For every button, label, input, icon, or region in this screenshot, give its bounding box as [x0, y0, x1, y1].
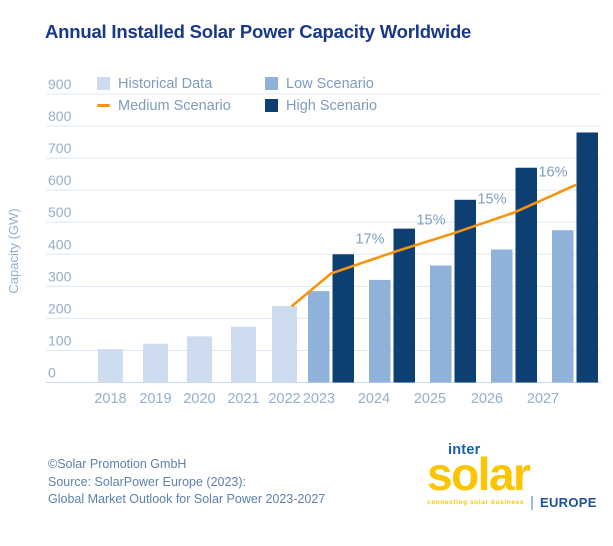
y-tick-label: 600 — [48, 172, 72, 188]
logo-bottom-row: connecting solar business EUROPE — [427, 495, 609, 510]
y-tick-label: 100 — [48, 332, 72, 348]
legend-item-medium: Medium Scenario — [97, 96, 265, 115]
bar-historical-2021 — [231, 326, 256, 383]
logo-solar-wordmark: solar — [427, 448, 531, 500]
x-tick-label-2027: 2027 — [527, 391, 559, 407]
bar-high-2024 — [393, 228, 415, 383]
legend-label: Low Scenario — [286, 75, 374, 92]
y-tick-label: 300 — [48, 268, 72, 284]
x-tick-label-2023: 2023 — [303, 391, 335, 407]
x-tick-label-2019: 2019 — [139, 391, 171, 407]
y-tick-label: 200 — [48, 300, 72, 316]
legend-item-low: Low Scenario — [265, 74, 377, 93]
legend-line-swatch — [97, 104, 110, 107]
x-tick-label-2026: 2026 — [471, 391, 503, 407]
source-line-1: Source: SolarPower Europe (2023): — [48, 474, 247, 489]
bar-low-2023 — [308, 291, 330, 383]
copyright-line: ©Solar Promotion GmbH — [48, 457, 187, 471]
growth-label-2027: 16% — [538, 164, 567, 180]
y-tick-label: 0 — [48, 365, 56, 381]
growth-label-2025: 15% — [416, 212, 445, 228]
bar-historical-2019 — [143, 343, 168, 383]
legend-square-swatch — [97, 77, 110, 90]
y-tick-label: 500 — [48, 204, 72, 220]
logo-inter-wordmark: inter — [448, 442, 481, 458]
x-tick-label-2020: 2020 — [183, 391, 215, 407]
x-tick-label-2022: 2022 — [268, 391, 300, 407]
legend-label: Historical Data — [118, 75, 213, 92]
y-axis-title: Capacity (GW) — [6, 208, 21, 294]
bar-high-2025 — [454, 199, 476, 383]
legend-square-swatch — [265, 77, 278, 90]
chart-canvas: 0 100 200 300 400 500 600 700 800 900 17% 15% 15% 16%… — [46, 76, 601, 407]
source-note: ©Solar Promotion GmbH Source: SolarPower… — [48, 456, 325, 509]
bar-historical-2020 — [187, 336, 212, 383]
x-tick-label-2024: 2024 — [358, 391, 390, 407]
y-tick-label: 800 — [48, 108, 72, 124]
legend-item-high: High Scenario — [265, 96, 377, 115]
x-tick-label-2025: 2025 — [414, 391, 446, 407]
bar-low-2026 — [491, 249, 513, 383]
bar-high-2026 — [515, 167, 537, 383]
logo-region-label: EUROPE — [540, 495, 597, 510]
medium-scenario-line — [291, 184, 577, 307]
logo-tagline: connecting solar business — [427, 499, 524, 506]
legend-label: Medium Scenario — [118, 97, 231, 114]
chart-title: Annual Installed Solar Power Capacity Wo… — [45, 21, 472, 42]
x-tick-label-2018: 2018 — [94, 391, 126, 407]
bar-low-2025 — [430, 265, 452, 383]
bar-high-2027 — [576, 132, 598, 383]
y-tick-label: 400 — [48, 236, 72, 252]
bar-low-2024 — [369, 279, 391, 383]
bar-low-2027 — [552, 230, 574, 383]
legend-label: High Scenario — [286, 97, 378, 114]
growth-label-2026: 15% — [477, 192, 506, 208]
bar-historical-2022 — [272, 305, 297, 383]
y-tick-label: 900 — [48, 76, 72, 92]
logo-divider-bar — [531, 495, 533, 510]
chart-legend: Historical Data Low Scenario Medium Scenar… — [97, 74, 377, 115]
y-tick-label: 700 — [48, 140, 72, 156]
source-line-2: Global Market Outlook for Solar Power 20… — [48, 492, 326, 506]
bar-historical-2018 — [98, 349, 123, 383]
bar-high-2023 — [332, 254, 354, 383]
growth-label-2024: 17% — [355, 232, 384, 248]
intersolar-logo: inter solar connecting solar business EU… — [427, 443, 609, 510]
legend-item-historical: Historical Data — [97, 74, 265, 93]
legend-square-swatch — [265, 99, 278, 112]
x-tick-label-2021: 2021 — [227, 391, 259, 407]
